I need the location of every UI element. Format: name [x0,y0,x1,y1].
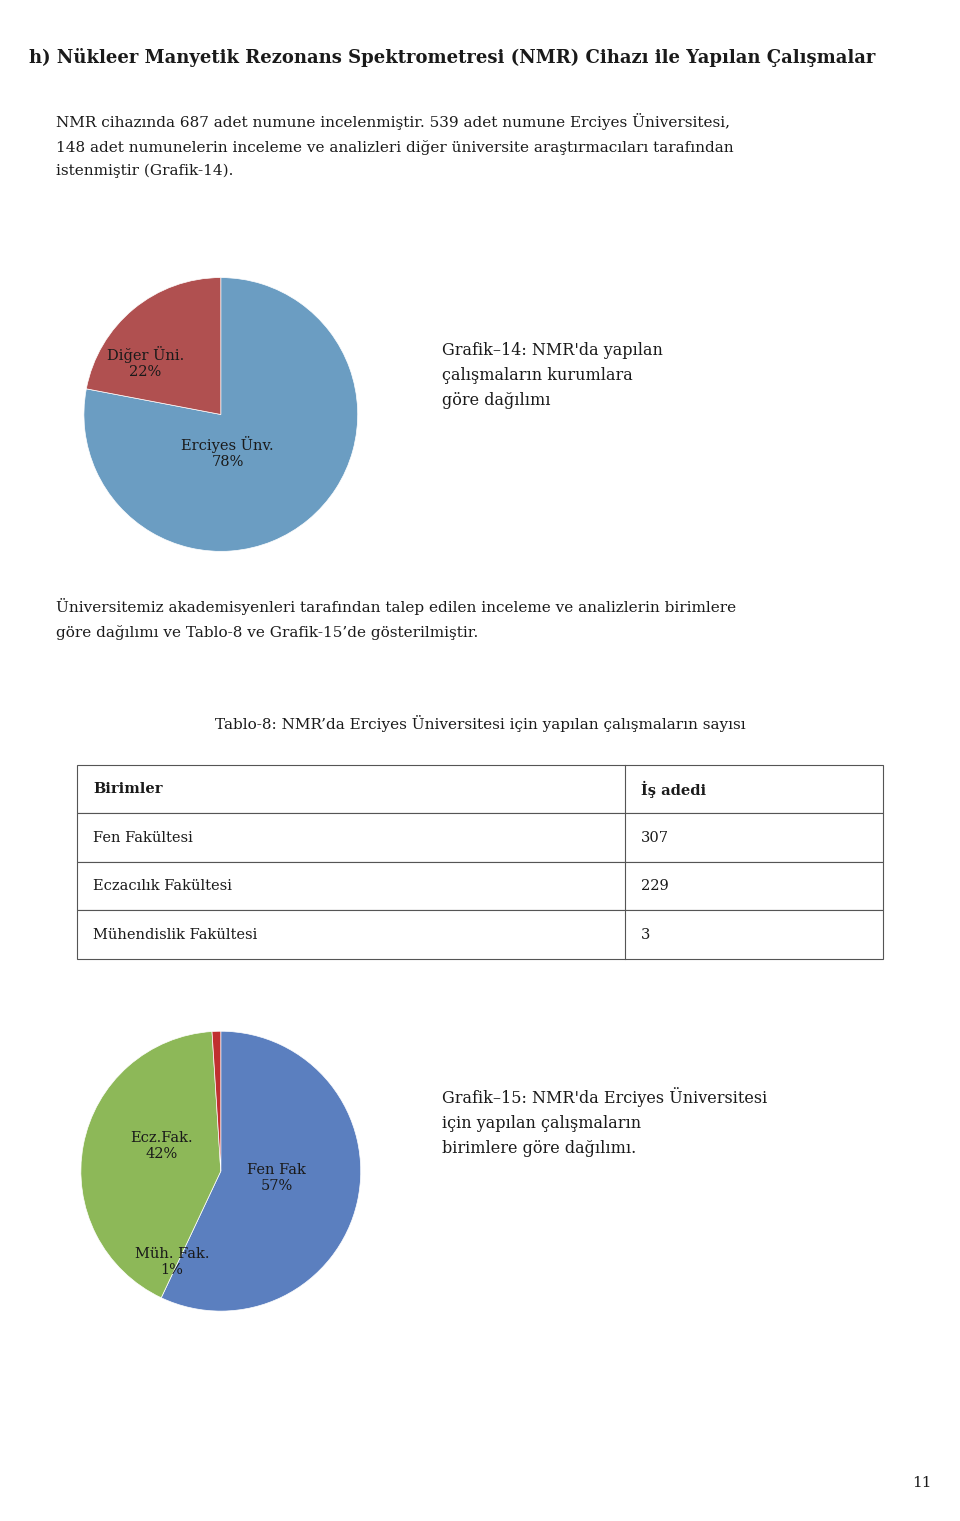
Text: 11: 11 [912,1475,931,1491]
Text: İş adedi: İş adedi [641,780,707,797]
Text: Tablo-8: NMR’da Erciyes Üniversitesi için yapılan çalışmaların sayısı: Tablo-8: NMR’da Erciyes Üniversitesi içi… [215,715,745,733]
Text: Grafik–14: NMR'da yapılan
çalışmaların kurumlara
göre dağılımı: Grafik–14: NMR'da yapılan çalışmaların k… [442,342,662,409]
Wedge shape [86,278,221,414]
Text: Eczacılık Fakültesi: Eczacılık Fakültesi [93,879,232,893]
FancyBboxPatch shape [77,911,883,960]
Wedge shape [84,278,358,551]
Text: 3: 3 [641,928,651,941]
Text: Grafik–15: NMR'da Erciyes Üniversitesi
için yapılan çalışmaların
birimlere göre : Grafik–15: NMR'da Erciyes Üniversitesi i… [442,1088,767,1157]
Text: Fen Fakültesi: Fen Fakültesi [93,830,193,844]
Text: Ecz.Fak.
42%: Ecz.Fak. 42% [131,1132,193,1161]
Text: Mühendislik Fakültesi: Mühendislik Fakültesi [93,928,257,941]
Text: Müh. Fak.
1%: Müh. Fak. 1% [134,1247,209,1278]
Text: 229: 229 [641,879,669,893]
Text: Birimler: Birimler [93,782,162,795]
Text: Erciyes Ünv.
78%: Erciyes Ünv. 78% [181,437,274,470]
Text: Diğer Üni.
22%: Diğer Üni. 22% [107,345,184,379]
Wedge shape [161,1031,361,1311]
Text: 307: 307 [641,830,669,844]
Text: NMR cihazında 687 adet numune incelenmiştir. 539 adet numune Erciyes Üniversites: NMR cihazında 687 adet numune incelenmiş… [56,113,733,178]
FancyBboxPatch shape [77,862,883,911]
FancyBboxPatch shape [77,765,883,814]
Wedge shape [212,1031,221,1171]
Text: h) Nükleer Manyetik Rezonans Spektrometresi (NMR) Cihazı ile Yapılan Çalışmalar: h) Nükleer Manyetik Rezonans Spektrometr… [29,47,876,67]
Text: Üniversitemiz akademisyenleri tarafından talep edilen inceleme ve analizlerin bi: Üniversitemiz akademisyenleri tarafından… [56,598,736,640]
Wedge shape [81,1031,221,1297]
Text: Fen Fak
57%: Fen Fak 57% [248,1164,306,1194]
FancyBboxPatch shape [77,814,883,862]
